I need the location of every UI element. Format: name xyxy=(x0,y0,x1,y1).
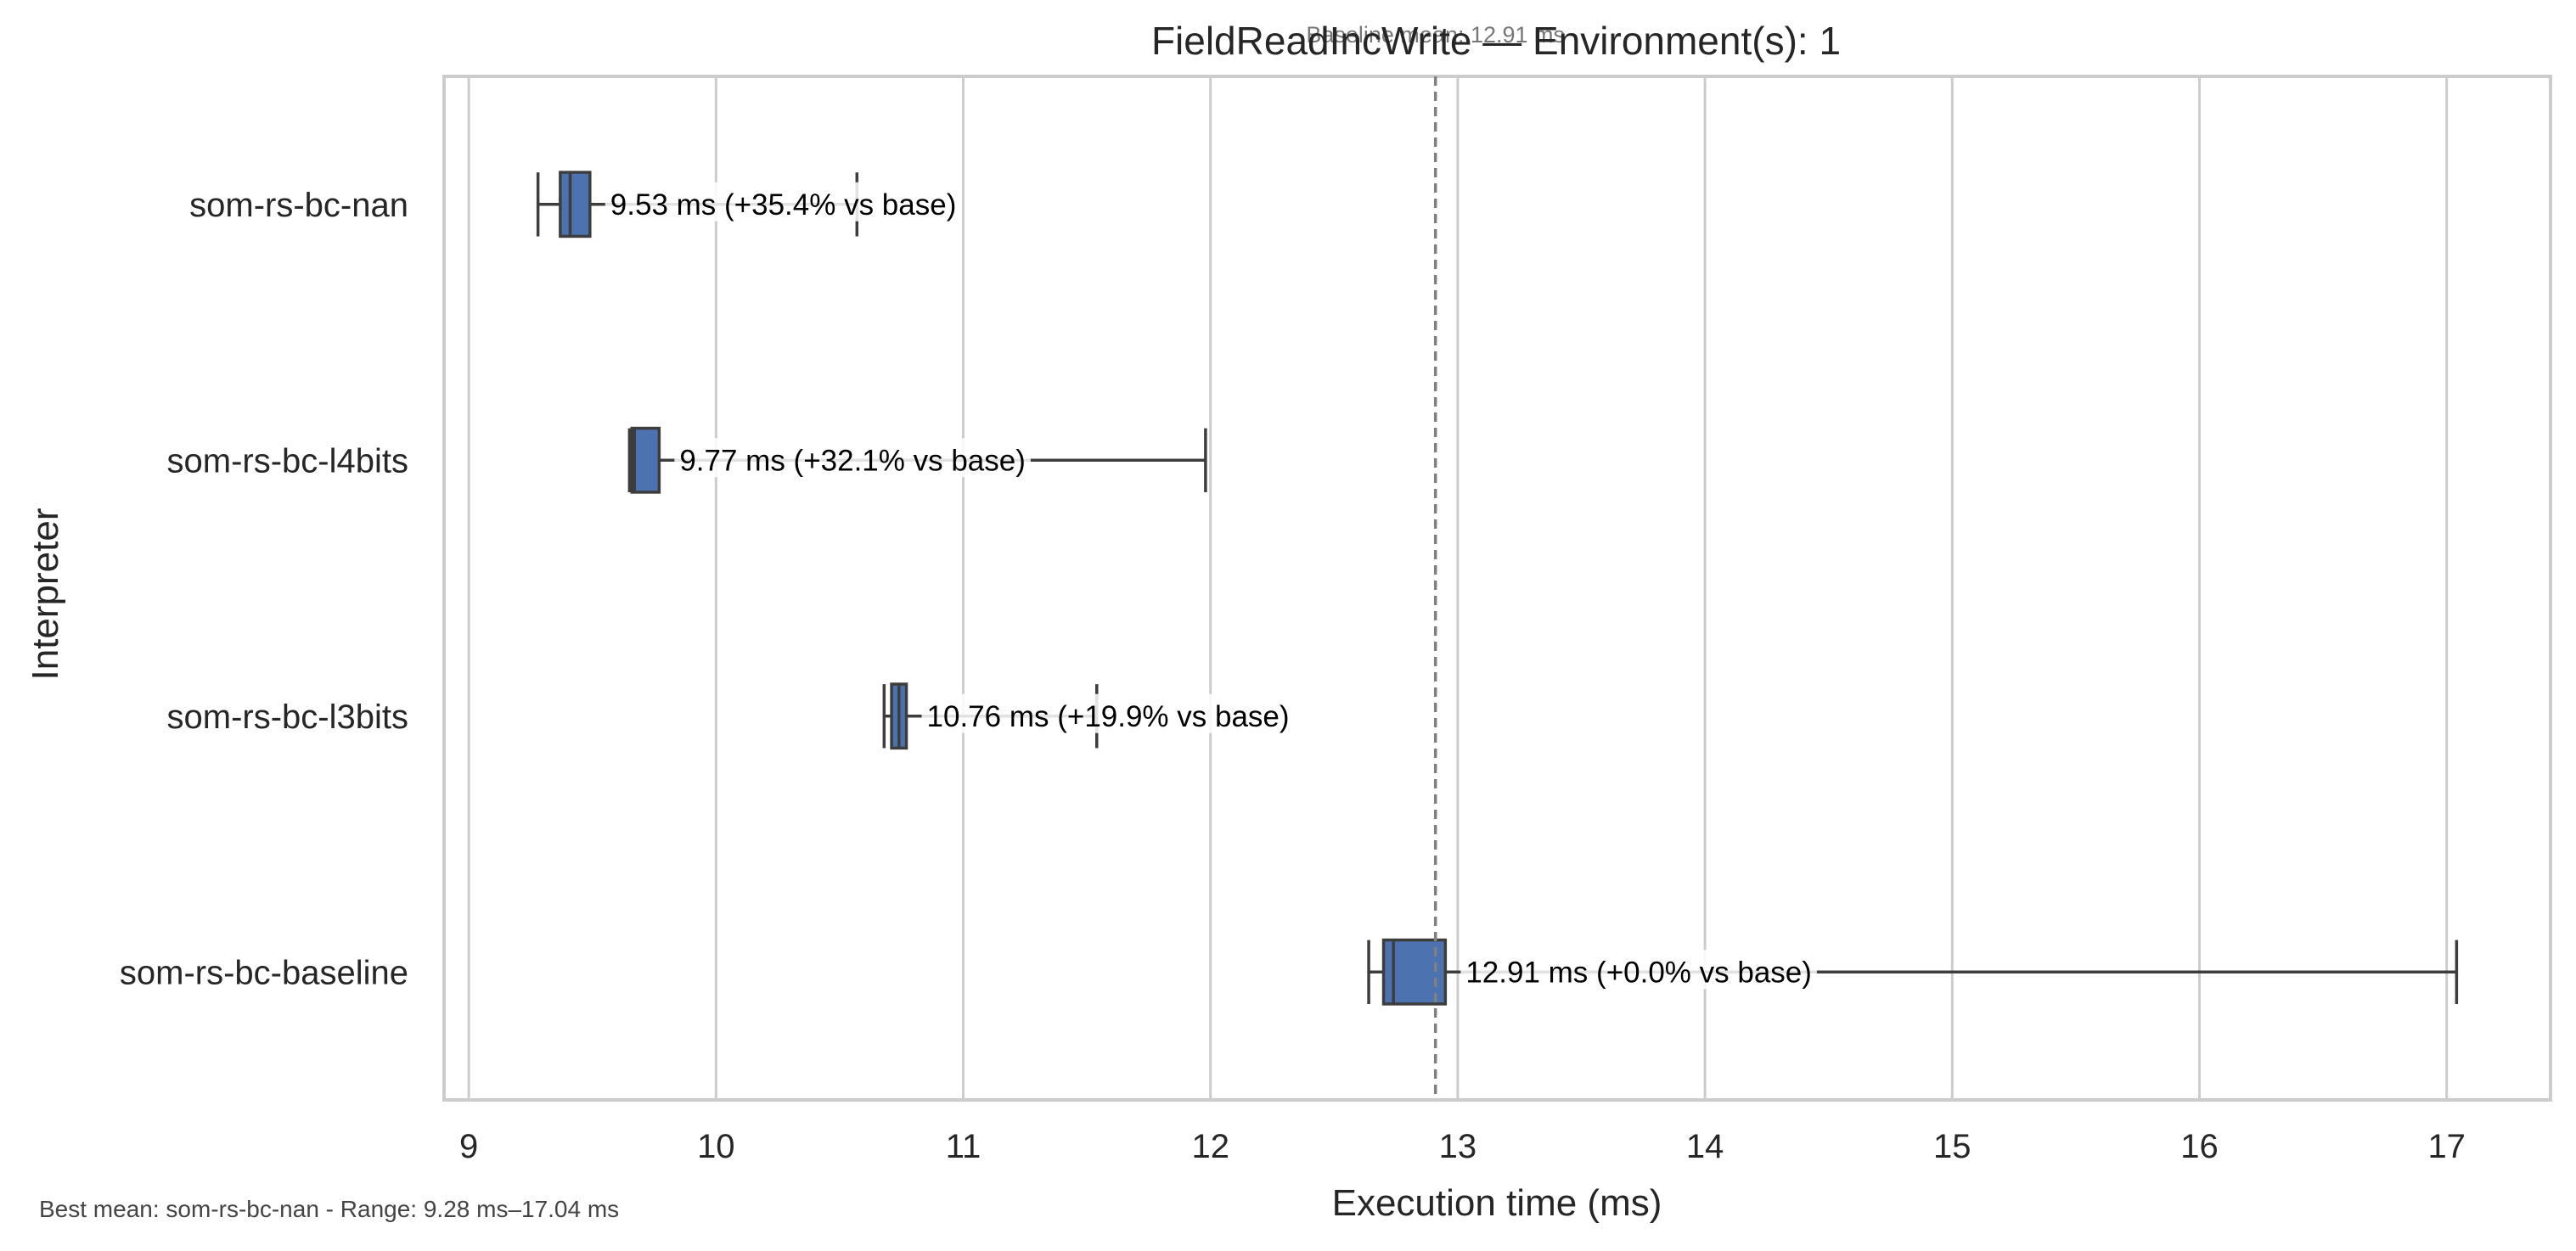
box-annotation: 12.91 ms (+0.0% vs base) xyxy=(1465,956,1812,989)
baseline-label: Baseline mean: 12.91 ms xyxy=(1306,22,1565,48)
x-tick-label: 12 xyxy=(1191,1128,1229,1165)
box-annotation: 9.77 ms (+32.1% vs base) xyxy=(679,444,1026,477)
annotation-background xyxy=(1460,950,1817,990)
y-tick-labels: som-rs-bc-nan som-rs-bc-l4bits som-rs-bc-l… xyxy=(120,187,408,992)
box xyxy=(559,171,592,238)
box-annotation: 9.53 ms (+35.4% vs base) xyxy=(610,188,957,222)
annotation-background xyxy=(921,693,1295,733)
y-axis-label: Interpreter xyxy=(25,508,66,681)
x-tick-label: 16 xyxy=(2180,1128,2219,1165)
x-tick-label: 10 xyxy=(697,1128,735,1165)
footer-note: Best mean: som-rs-bc-nan - Range: 9.28 m… xyxy=(39,1196,619,1222)
chart-title: FieldReadIncWrite — Environment(s): 1 xyxy=(1151,19,1841,63)
y-tick-label: som-rs-bc-l4bits xyxy=(167,442,408,480)
x-tick-label: 15 xyxy=(1933,1128,1971,1165)
y-tick-label: som-rs-bc-baseline xyxy=(120,954,408,991)
annotation-background xyxy=(674,438,1031,478)
x-tick-label: 13 xyxy=(1439,1128,1477,1165)
x-tick-label: 9 xyxy=(459,1128,478,1165)
box xyxy=(630,426,661,494)
x-tick-label: 14 xyxy=(1686,1128,1724,1165)
x-gridlines xyxy=(467,76,2449,1100)
box-annotation: 10.76 ms (+19.9% vs base) xyxy=(927,700,1290,733)
x-tick-label: 11 xyxy=(946,1128,981,1165)
x-tick-labels: 9 10 11 12 13 14 15 16 17 xyxy=(459,1128,2466,1165)
y-tick-label: som-rs-bc-nan xyxy=(189,187,408,224)
box-annotations: 9.53 ms (+35.4% vs base) 9.77 ms (+32.1% … xyxy=(605,182,1817,990)
y-tick-label: som-rs-bc-l3bits xyxy=(167,698,408,736)
x-tick-label: 17 xyxy=(2427,1128,2466,1165)
x-axis-label: Execution time (ms) xyxy=(1332,1182,1662,1224)
plot-frame xyxy=(442,75,2552,1102)
annotation-background xyxy=(605,182,962,222)
